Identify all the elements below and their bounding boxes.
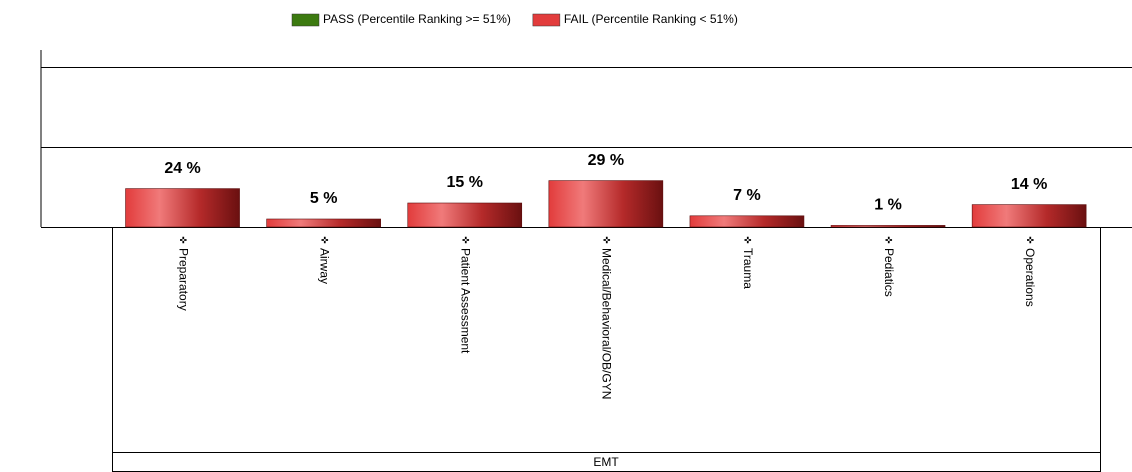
value-label: 14 % xyxy=(1011,176,1047,193)
x-tick-label: Patient Assessment xyxy=(459,248,473,354)
value-label: 29 % xyxy=(588,152,624,169)
value-label: 5 % xyxy=(310,190,338,207)
bar xyxy=(125,188,240,228)
value-label: 15 % xyxy=(447,174,483,191)
x-tick-label: Preparatory xyxy=(176,248,190,311)
legend-swatch xyxy=(291,13,320,27)
value-label: 7 % xyxy=(733,187,761,204)
x-tick-label: Medical/Behavioral/OB/GYN xyxy=(600,248,614,399)
x-tick-label: Airway xyxy=(317,248,331,284)
category-icon: ✜ xyxy=(743,236,753,244)
bar xyxy=(407,202,523,228)
bar xyxy=(971,204,1087,228)
bar xyxy=(689,215,805,228)
category-icon: ✜ xyxy=(601,236,611,244)
category-icon: ✜ xyxy=(460,236,470,244)
legend-swatch xyxy=(532,13,561,27)
bar xyxy=(266,218,381,228)
group-label: EMT xyxy=(593,455,619,469)
legend-label: FAIL (Percentile Ranking < 51%) xyxy=(564,12,738,26)
bar xyxy=(548,180,664,228)
x-tick-label: Pediatics xyxy=(882,248,896,297)
category-icon: ✜ xyxy=(1025,236,1035,244)
category-icon: ✜ xyxy=(884,236,894,244)
bar xyxy=(830,225,946,228)
x-tick-label: Operations xyxy=(1023,248,1037,307)
value-label: 24 % xyxy=(164,160,200,177)
value-label: 1 % xyxy=(874,197,902,214)
category-icon: ✜ xyxy=(178,236,188,244)
category-icon: ✜ xyxy=(319,236,329,244)
x-tick-label: Trauma xyxy=(741,248,755,289)
legend-label: PASS (Percentile Ranking >= 51%) xyxy=(323,12,511,26)
